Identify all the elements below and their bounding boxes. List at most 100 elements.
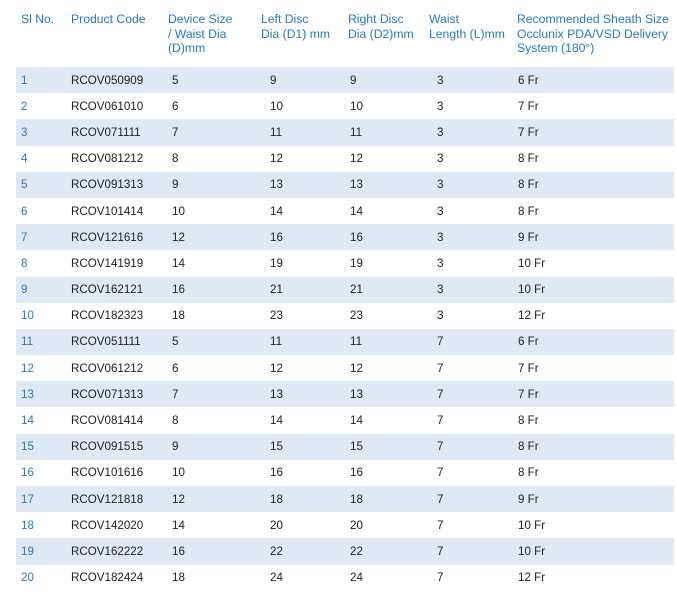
- cell-product-code: RCOV121616: [71, 224, 168, 251]
- cell-left-disc: 23: [261, 302, 348, 329]
- cell-left-disc: 24: [261, 564, 348, 591]
- cell-product-code: RCOV061010: [71, 93, 168, 120]
- table-row: 17 RCOV121818 12 18 18 7 9 Fr: [16, 486, 674, 513]
- cell-left-disc: 18: [261, 486, 348, 513]
- table-row: 19 RCOV162222 16 22 22 7 10 Fr: [16, 538, 674, 565]
- cell-right-disc: 16: [348, 459, 429, 486]
- table-row: 8 RCOV141919 14 19 19 3 10 Fr: [16, 250, 674, 277]
- cell-product-code: RCOV061212: [71, 355, 168, 382]
- table-row: 20 RCOV182424 18 24 24 7 12 Fr: [16, 564, 674, 591]
- cell-left-disc: 14: [261, 407, 348, 434]
- cell-left-disc: 10: [261, 93, 348, 120]
- cell-waist-length: 3: [429, 276, 517, 303]
- cell-sl-no: 14: [16, 407, 71, 434]
- cell-product-code: RCOV071313: [71, 381, 168, 408]
- table-row: 14 RCOV081414 8 14 14 7 8 Fr: [16, 407, 674, 434]
- cell-waist-length: 3: [429, 250, 517, 277]
- cell-waist-length: 3: [429, 302, 517, 329]
- cell-waist-length: 7: [429, 433, 517, 460]
- cell-sheath-size: 7 Fr: [517, 93, 674, 120]
- cell-right-disc: 16: [348, 224, 429, 251]
- cell-sl-no: 1: [16, 67, 71, 94]
- cell-device-size: 9: [168, 171, 261, 198]
- cell-sheath-size: 12 Fr: [517, 564, 674, 591]
- cell-sl-no: 10: [16, 302, 71, 329]
- table-row: 10 RCOV182323 18 23 23 3 12 Fr: [16, 302, 674, 329]
- cell-sl-no: 4: [16, 145, 71, 172]
- cell-sl-no: 7: [16, 224, 71, 251]
- cell-sl-no: 9: [16, 276, 71, 303]
- cell-waist-length: 7: [429, 564, 517, 591]
- cell-device-size: 8: [168, 145, 261, 172]
- cell-product-code: RCOV182323: [71, 302, 168, 329]
- cell-sheath-size: 10 Fr: [517, 276, 674, 303]
- cell-sheath-size: 8 Fr: [517, 197, 674, 225]
- cell-sheath-size: 8 Fr: [517, 145, 674, 172]
- cell-sheath-size: 10 Fr: [517, 512, 674, 539]
- cell-sheath-size: 8 Fr: [517, 407, 674, 434]
- cell-waist-length: 7: [429, 328, 517, 356]
- cell-right-disc: 13: [348, 381, 429, 408]
- cell-product-code: RCOV091313: [71, 171, 168, 198]
- cell-right-disc: 12: [348, 355, 429, 382]
- cell-waist-length: 3: [429, 171, 517, 198]
- cell-sl-no: 5: [16, 171, 71, 198]
- cell-right-disc: 14: [348, 197, 429, 225]
- table-row: 13 RCOV071313 7 13 13 7 7 Fr: [16, 381, 674, 408]
- cell-device-size: 5: [168, 328, 261, 356]
- cell-left-disc: 12: [261, 145, 348, 172]
- cell-product-code: RCOV142020: [71, 512, 168, 539]
- cell-product-code: RCOV121818: [71, 486, 168, 513]
- cell-sheath-size: 10 Fr: [517, 250, 674, 277]
- cell-sheath-size: 8 Fr: [517, 433, 674, 460]
- cell-device-size: 7: [168, 119, 261, 146]
- table-row: 11 RCOV051111 5 11 11 7 6 Fr: [16, 328, 674, 356]
- cell-product-code: RCOV182424: [71, 564, 168, 591]
- cell-device-size: 6: [168, 93, 261, 120]
- cell-sheath-size: 7 Fr: [517, 119, 674, 146]
- cell-right-disc: 12: [348, 145, 429, 172]
- cell-sl-no: 16: [16, 459, 71, 486]
- cell-sl-no: 2: [16, 93, 71, 120]
- table-row: 2 RCOV061010 6 10 10 3 7 Fr: [16, 93, 674, 120]
- cell-device-size: 9: [168, 433, 261, 460]
- table-row: 3 RCOV071111 7 11 11 3 7 Fr: [16, 119, 674, 146]
- cell-waist-length: 7: [429, 512, 517, 539]
- header-waist-length: Waist Length (L)mm: [429, 12, 505, 41]
- cell-right-disc: 23: [348, 302, 429, 329]
- cell-right-disc: 20: [348, 512, 429, 539]
- cell-sl-no: 18: [16, 512, 71, 539]
- cell-sl-no: 12: [16, 355, 71, 382]
- cell-sheath-size: 12 Fr: [517, 302, 674, 329]
- table-row: 15 RCOV091515 9 15 15 7 8 Fr: [16, 433, 674, 460]
- cell-product-code: RCOV101414: [71, 197, 168, 225]
- cell-product-code: RCOV071111: [71, 119, 168, 146]
- table-row: 18 RCOV142020 14 20 20 7 10 Fr: [16, 512, 674, 539]
- cell-sl-no: 20: [16, 564, 71, 591]
- cell-product-code: RCOV091515: [71, 433, 168, 460]
- cell-device-size: 14: [168, 250, 261, 277]
- cell-sheath-size: 6 Fr: [517, 67, 674, 94]
- cell-sl-no: 13: [16, 381, 71, 408]
- cell-sheath-size: 6 Fr: [517, 328, 674, 356]
- cell-sheath-size: 7 Fr: [517, 355, 674, 382]
- cell-right-disc: 9: [348, 67, 429, 94]
- cell-device-size: 6: [168, 355, 261, 382]
- table-row: 6 RCOV101414 10 14 14 3 8 Fr: [16, 197, 674, 225]
- cell-sheath-size: 8 Fr: [517, 459, 674, 486]
- cell-waist-length: 7: [429, 538, 517, 565]
- cell-right-disc: 14: [348, 407, 429, 434]
- table-row: 12 RCOV061212 6 12 12 7 7 Fr: [16, 355, 674, 382]
- cell-left-disc: 19: [261, 250, 348, 277]
- cell-left-disc: 22: [261, 538, 348, 565]
- cell-left-disc: 15: [261, 433, 348, 460]
- cell-waist-length: 3: [429, 224, 517, 251]
- cell-waist-length: 7: [429, 381, 517, 408]
- header-sl-no: Sl No.: [21, 12, 55, 26]
- cell-left-disc: 11: [261, 119, 348, 146]
- cell-right-disc: 19: [348, 250, 429, 277]
- cell-device-size: 18: [168, 302, 261, 329]
- cell-left-disc: 9: [261, 67, 348, 94]
- header-sheath-size: Recommended Sheath Size Occlunix PDA/VSD…: [517, 12, 669, 55]
